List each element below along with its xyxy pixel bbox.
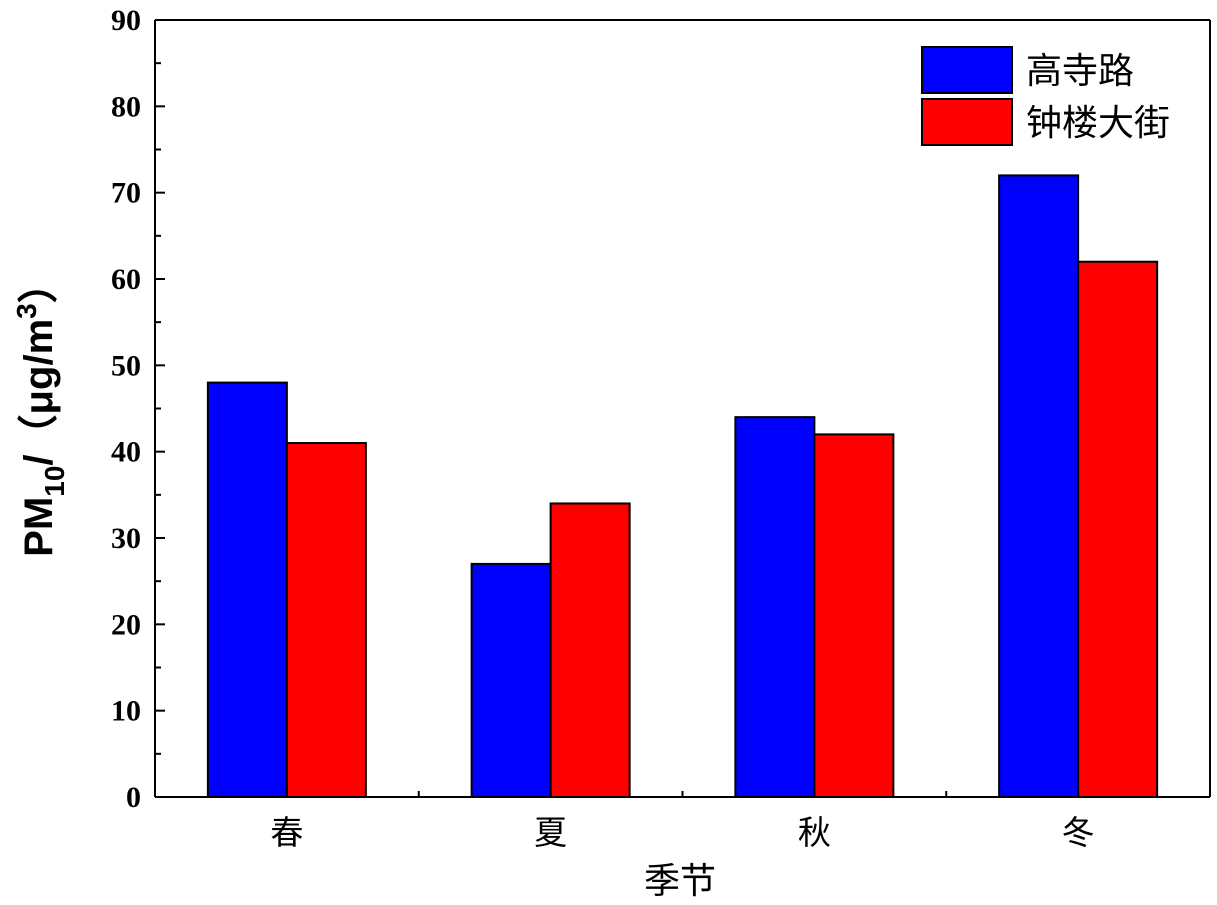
y-tick-label: 0: [126, 781, 141, 814]
y-axis-title-unit: /（μg/m: [17, 319, 61, 466]
legend: 高寺路 钟楼大街: [921, 46, 1170, 146]
y-tick-label: 40: [111, 436, 141, 469]
x-axis-title: 季节: [644, 861, 716, 902]
bar-2-3: [813, 433, 895, 798]
bar-1-2: [470, 562, 552, 799]
y-axis-title-main: PM: [17, 497, 61, 557]
y-tick-label: 10: [111, 695, 141, 728]
y-ticks-group: 0 10 20 30 40 50 60 70 80 90: [111, 4, 165, 814]
bar-1-4: [998, 174, 1080, 798]
x-tick-label: 冬: [1062, 813, 1095, 852]
y-tick-label: 80: [111, 90, 141, 123]
bars-group: [206, 174, 1159, 799]
x-tick-label: 秋: [798, 813, 831, 852]
y-tick-label: 70: [111, 177, 141, 210]
bar-2-4: [1077, 260, 1159, 798]
bar-2-2: [549, 502, 631, 798]
bar-1-3: [734, 416, 816, 798]
legend-label-series-2: 钟楼大街: [1026, 103, 1170, 144]
y-axis-title-sub: 10: [39, 466, 70, 497]
legend-swatch-series-1: [921, 46, 1013, 94]
y-tick-label: 60: [111, 263, 141, 296]
x-tick-label: 春: [270, 813, 303, 852]
y-tick-label: 50: [111, 349, 141, 382]
y-tick-label: 90: [111, 4, 141, 37]
y-axis-title-close: ）: [17, 263, 61, 303]
y-axis-title: PM10/（μg/m3）: [11, 263, 70, 556]
y-tick-label: 30: [111, 522, 141, 555]
bar-1-1: [206, 381, 288, 798]
legend-label-series-1: 高寺路: [1026, 51, 1134, 92]
x-ticks-group: 春夏秋冬: [270, 789, 1095, 852]
legend-swatch-series-2: [921, 98, 1013, 146]
x-tick-label: 夏: [534, 813, 567, 852]
y-axis-title-sup: 3: [11, 303, 42, 319]
y-tick-label: 20: [111, 608, 141, 641]
bar-2-1: [285, 442, 367, 798]
